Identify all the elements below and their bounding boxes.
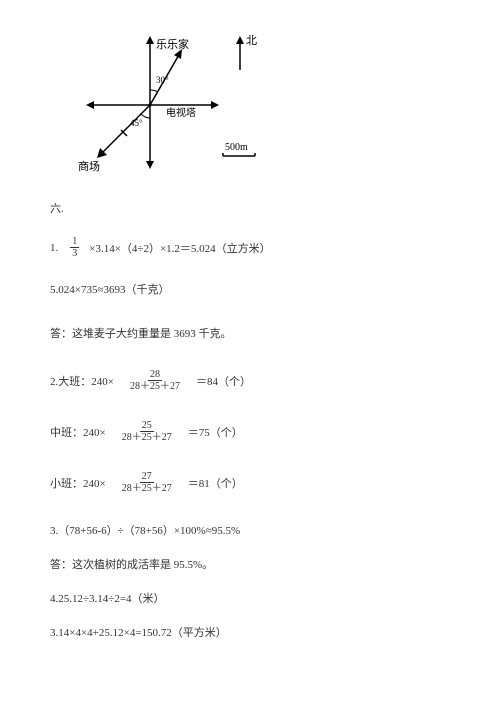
angle1-label: 30° — [156, 75, 169, 85]
frac-num: 1 — [70, 236, 79, 248]
q1-line1: 1. 1 3 ×3.14×（4÷2）×1.2＝5.024（立方米） — [50, 236, 450, 259]
q3-answer: 答：这次植树的成活率是 95.5%。 — [50, 556, 450, 572]
q2-big-prefix: 2.大班：240× — [50, 373, 114, 389]
frac-num: 25 — [140, 420, 154, 432]
q1-line2: 5.024×735≈3693（千克） — [50, 281, 450, 297]
q2-small-prefix: 小班：240× — [50, 475, 106, 491]
market-label: 商场 — [78, 159, 100, 173]
frac-num: 28 — [148, 369, 162, 381]
q3-calc: 3.（78+56-6）÷（78+56）×100%≈95.5% — [50, 522, 450, 538]
q2-big: 2.大班：240× 28 28＋25＋27 ＝84（个） — [50, 369, 450, 392]
tvtower-label: 电视塔 — [166, 106, 196, 119]
q1-frac: 1 3 — [70, 236, 79, 259]
q2-small-suffix: ＝81（个） — [188, 475, 243, 491]
q1-rest: ×3.14×（4÷2）×1.2＝5.024（立方米） — [89, 240, 270, 256]
q4-line1: 4.25.12÷3.14÷2=4（米） — [50, 590, 450, 606]
scale-label: 500m — [225, 142, 248, 153]
angle2-label: 45° — [130, 118, 143, 128]
frac-num: 27 — [140, 471, 154, 483]
north-label: 北 — [246, 34, 257, 47]
q4-line2: 3.14×4×4+25.12×4=150.72（平方米） — [50, 624, 450, 640]
q1-answer: 答：这堆麦子大约重量是 3693 千克。 — [50, 325, 450, 341]
q1-prefix: 1. — [50, 242, 58, 254]
q2-small-frac: 27 28＋25＋27 — [120, 471, 174, 494]
frac-den: 28＋25＋27 — [128, 381, 182, 392]
frac-den: 28＋25＋27 — [120, 483, 174, 494]
lelejia-label: 乐乐家 — [156, 37, 189, 51]
q2-mid-suffix: ＝75（个） — [188, 424, 243, 440]
frac-den: 3 — [70, 248, 79, 259]
q2-mid-prefix: 中班：240× — [50, 424, 106, 440]
q2-big-suffix: ＝84（个） — [196, 373, 251, 389]
section-header: 六. — [50, 200, 450, 216]
q2-mid: 中班：240× 25 28＋25＋27 ＝75（个） — [50, 420, 450, 443]
q2-mid-frac: 25 28＋25＋27 — [120, 420, 174, 443]
compass-diagram: 北 乐乐家 电视塔 商场 30° 45° 500m — [70, 30, 290, 180]
frac-den: 28＋25＋27 — [120, 432, 174, 443]
q2-big-frac: 28 28＋25＋27 — [128, 369, 182, 392]
q2-small: 小班：240× 27 28＋25＋27 ＝81（个） — [50, 471, 450, 494]
